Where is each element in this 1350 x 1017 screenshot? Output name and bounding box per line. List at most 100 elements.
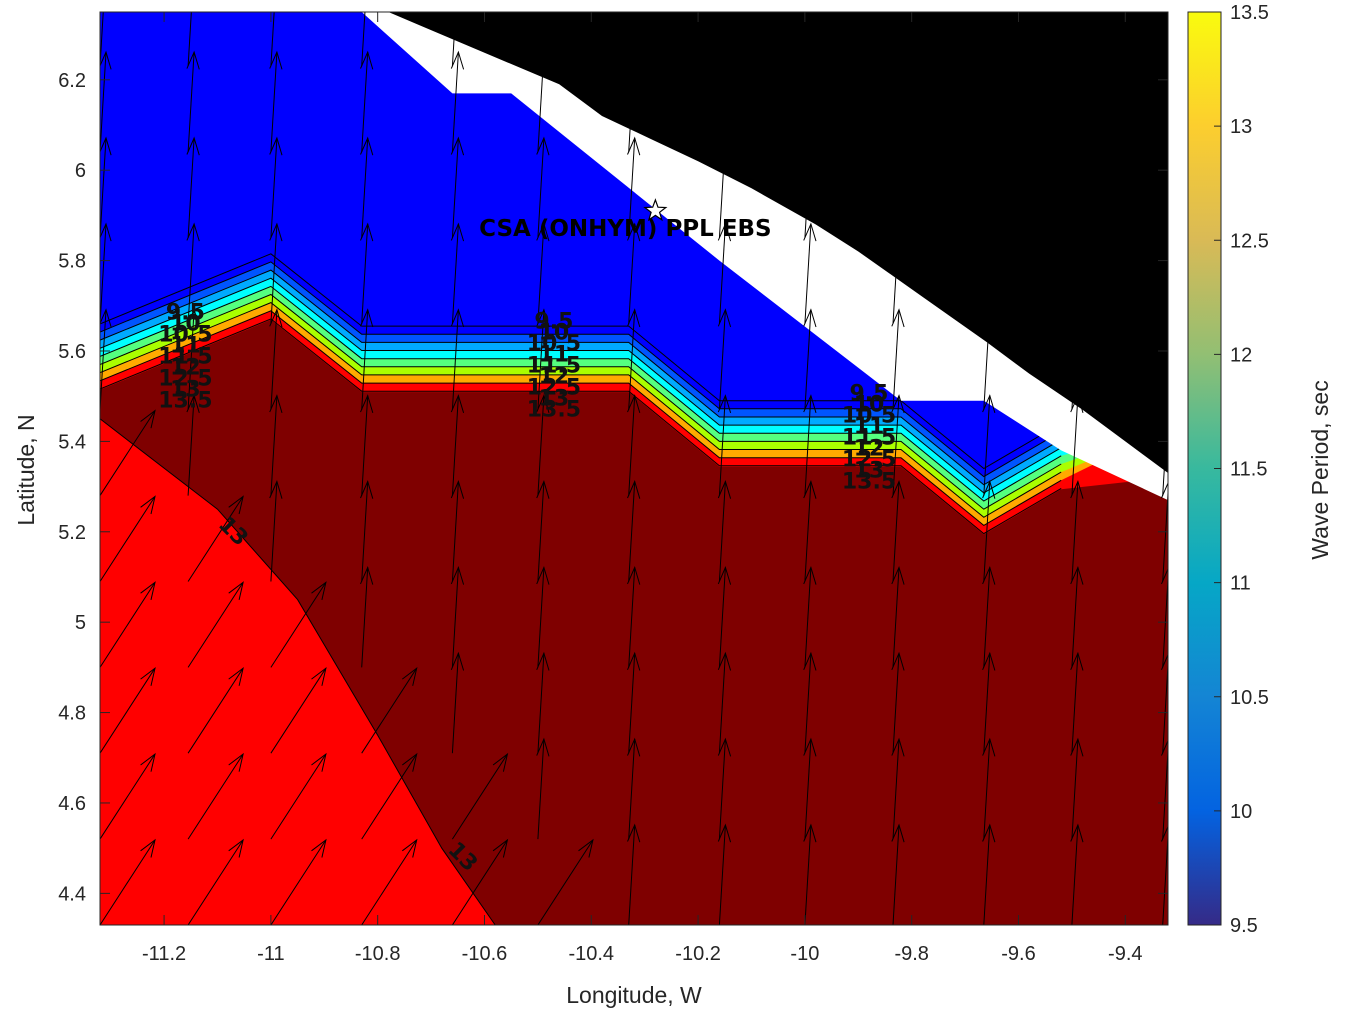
colorbar-tick-label: 10 [1230,801,1252,823]
wave-arrow [983,739,991,840]
wave-arrow-head [450,50,465,70]
wave-arrow [892,309,900,410]
y-tick-label: 5.4 [58,431,86,453]
x-tick-label: -10 [790,943,819,965]
colorbar-tick-label: 12.5 [1230,230,1269,252]
wave-arrow-head [982,651,996,671]
wave-arrow [718,12,724,67]
contour-label: 11.5 [158,344,212,369]
wave-arrow-head [360,394,374,414]
y-tick-label: 5 [75,612,86,634]
colorbar-title: Wave Period, sec [1307,380,1333,559]
wave-arrow [451,567,459,668]
wave-arrow-head [140,752,156,772]
wave-arrow-head [982,823,996,843]
wave-arrow [361,667,418,754]
wave-arrow [100,582,156,668]
wave-arrow [361,567,369,668]
wave-arrow-head [803,308,817,328]
wave-arrow-head [803,480,817,499]
wave-arrow [537,12,542,67]
wave-arrow-head [536,565,550,585]
wave-arrow [628,223,636,324]
wave-arrow-head [269,136,283,156]
wave-arrow [892,12,897,67]
x-tick-label: -9.6 [1001,943,1035,965]
wave-arrow [451,395,459,496]
contour-label: 10 [170,311,201,336]
wave-arrow [892,137,900,239]
y-tick-label: 6.2 [58,70,86,92]
wave-arrow-head [450,136,465,156]
wave-arrow-head [627,136,641,156]
wave-arrow [718,223,726,324]
contour-label: 13 [170,377,201,402]
y-tick-label: 5.6 [58,341,86,363]
wave-arrow-head [803,50,817,70]
wave-arrow [187,582,244,668]
wave-arrow [804,309,812,410]
colorbar-ticks: 9.5 10 10.5 11 11.5 12 12.5 13 13.5 [1214,2,1269,937]
wave-arrow-head [450,308,465,328]
wave-arrow [628,739,636,840]
contour-line [100,261,1062,478]
wave-arrow [361,12,366,67]
wave-arrow [892,653,900,754]
wave-arrow [892,824,900,925]
x-tick-label: -10.6 [462,943,508,965]
wave-arrow-head [891,737,905,757]
y-tick-label: 5.8 [58,251,86,273]
wave-arrow [1162,12,1167,67]
wave-arrow-head [401,752,418,772]
contour-label: 13.5 [842,470,896,495]
y-tick-label: 4.6 [58,793,86,815]
wave-arrow [187,395,195,496]
wave-arrow-head [891,222,905,242]
wave-arrow [718,395,726,496]
land [388,12,1168,473]
wave-arrow-head [803,222,817,242]
wave-arrow [451,52,459,153]
wave-arrow [451,137,459,239]
wave-arrow [983,567,991,668]
wave-arrow-head [1161,310,1168,327]
y-tick-label: 4.8 [58,703,86,725]
wave-arrow [1071,739,1079,840]
wave-arrow-head [1161,739,1168,756]
wave-arrow [804,739,812,840]
wave-arrow [361,481,369,582]
wave-arrow [628,824,636,925]
wave-arrow [983,824,991,925]
wave-arrow-head [492,752,509,772]
wave-arrow [187,753,244,840]
wave-arrow-head [891,394,905,414]
wave-arrow [537,223,545,324]
site-label: CSA (ONHYM) PPL EBS [479,216,772,242]
x-tick-label: -10.4 [568,943,614,965]
wave-arrow [1071,12,1076,67]
wave-arrow [187,137,195,239]
wave-arrow [804,395,812,496]
contour-label: 12 [170,355,201,380]
colorbar-tick-label: 11 [1230,573,1251,595]
wave-arrow [100,839,156,925]
wave-arrow-head [269,394,283,414]
wave-arrow-head [982,394,996,414]
wave-arrow-head [803,737,817,757]
wave-arrow [270,309,278,410]
site-star-icon [643,198,668,222]
wave-arrow [804,824,812,925]
wave-arrow-head [717,823,732,843]
wave-arrow-head [627,222,641,242]
wave-arrow [361,52,369,153]
wave-arrow-head [803,136,817,156]
contour-line [100,277,1062,494]
contour-line [100,269,1062,486]
wave-arrow-head [891,136,905,156]
wave-arrow-head [891,308,905,328]
wave-arrow [892,223,900,324]
wave-arrow [270,52,278,153]
wave-arrow [628,137,636,239]
wave-arrow [187,223,195,324]
wave-arrow-head [186,394,200,414]
